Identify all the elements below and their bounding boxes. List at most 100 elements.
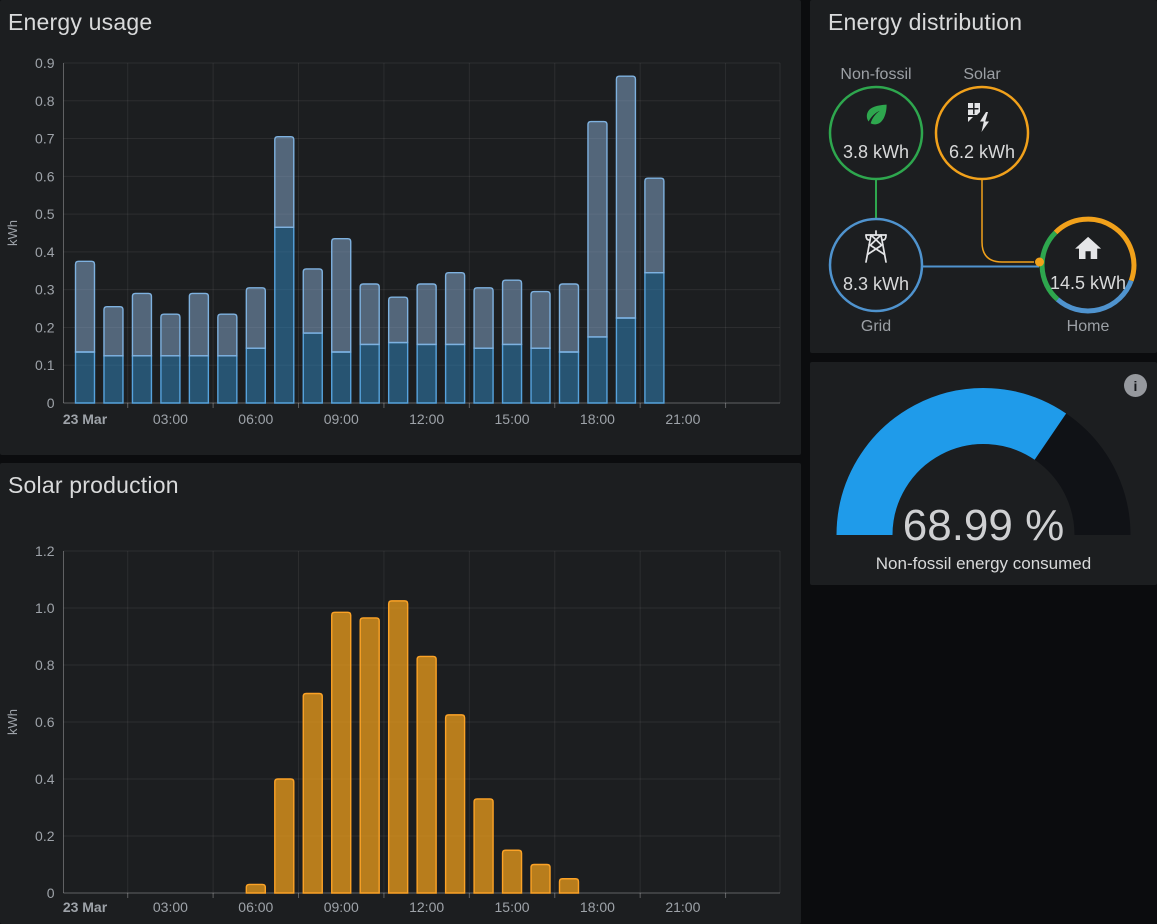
stack-upper-bar[interactable] xyxy=(302,268,323,334)
stack-upper-bar[interactable] xyxy=(245,287,267,349)
solar-junction-dot xyxy=(1035,257,1044,267)
panel-solar-production: Solar production 0 0.2 0.4 0.6 0.8 1.0 1.2 23 M… xyxy=(0,463,801,924)
energy-usage-chart[interactable]: 0 0.1 0.2 0.3 0.4 0.5 0.6 0.7 0.8 0.9 23 Mar 03:00 0… xyxy=(0,0,801,455)
stack-lower-bar[interactable] xyxy=(274,226,295,404)
y-axis-unit-label: kWh xyxy=(5,220,20,246)
stack-lower-bar[interactable] xyxy=(103,355,124,404)
energy-distribution-diagram: Non-fossil Solar 3.8 kWh 6.2 kWh 8.3 kWh… xyxy=(828,66,1137,335)
non-fossil-label: Non-fossil xyxy=(840,66,911,83)
stack-lower-bar[interactable] xyxy=(416,343,437,404)
stack-upper-bar[interactable] xyxy=(188,292,210,357)
solar-bar[interactable] xyxy=(274,778,295,894)
stack-upper-bar[interactable] xyxy=(587,120,608,338)
solar-bar[interactable] xyxy=(302,692,323,894)
y-tick-label: 0.6 xyxy=(35,714,55,730)
solar-production-chart[interactable]: 0 0.2 0.4 0.6 0.8 1.0 1.2 23 Mar 03:00 06:00 09:00… xyxy=(0,463,801,924)
y-tick-label: 0.1 xyxy=(35,357,55,373)
stack-lower-bar[interactable] xyxy=(644,271,665,404)
grid-label: Grid xyxy=(861,318,891,335)
y-tick-label: 0.6 xyxy=(35,168,55,184)
stack-upper-bar[interactable] xyxy=(274,135,295,229)
x-tick-label: 09:00 xyxy=(324,411,359,427)
panel-title-solar-production[interactable]: Solar production xyxy=(8,472,179,498)
x-tick-label: 21:00 xyxy=(665,899,700,915)
x-tick-label: 12:00 xyxy=(409,899,444,915)
leaf-icon xyxy=(866,104,887,125)
panel-energy-usage: Energy usage 0 0.1 0.2 0.3 0.4 0.5 0.6 0.7 0.8 0.… xyxy=(0,0,801,455)
stack-upper-bar[interactable] xyxy=(558,283,580,353)
stack-lower-bar[interactable] xyxy=(331,351,352,404)
panel-energy-distribution: Energy distribution xyxy=(810,0,1157,353)
solar-panel-icon xyxy=(968,103,989,132)
home-ring-grid-arc xyxy=(1055,279,1134,314)
y-axis-unit-label: kWh xyxy=(5,709,20,735)
stack-lower-bar[interactable] xyxy=(444,343,466,404)
stack-lower-bar[interactable] xyxy=(359,343,380,404)
solar-bar[interactable] xyxy=(558,878,580,894)
panel-non-fossil-gauge: i 68.99 % Non-fossil energy consumed xyxy=(810,362,1157,585)
solar-bar[interactable] xyxy=(473,798,494,894)
stack-upper-bar[interactable] xyxy=(473,287,494,349)
x-tick-label: 06:00 xyxy=(238,899,273,915)
solar-node-circle xyxy=(934,85,1030,181)
stack-lower-bar[interactable] xyxy=(587,336,608,404)
stack-lower-bar[interactable] xyxy=(501,343,523,404)
stack-lower-bar[interactable] xyxy=(217,355,238,404)
y-tick-label: 0 xyxy=(47,395,55,411)
stack-upper-bar[interactable] xyxy=(387,296,409,344)
stack-upper-bar[interactable] xyxy=(103,305,124,357)
x-tick-label: 12:00 xyxy=(409,411,444,427)
stack-lower-bar[interactable] xyxy=(473,347,494,404)
y-tick-label: 0.7 xyxy=(35,131,55,147)
solar-bar[interactable] xyxy=(501,849,523,894)
stack-upper-bar[interactable] xyxy=(131,292,153,357)
y-tick-label: 0 xyxy=(47,885,55,901)
stack-upper-bar[interactable] xyxy=(359,283,380,346)
y-tick-label: 0.2 xyxy=(35,319,55,335)
y-tick-label: 0.2 xyxy=(35,828,55,844)
stack-upper-bar[interactable] xyxy=(615,75,637,319)
stack-upper-bar[interactable] xyxy=(416,283,437,346)
stack-lower-bar[interactable] xyxy=(530,347,551,404)
solar-bar[interactable] xyxy=(530,863,551,894)
home-ring-solar-arc xyxy=(1053,216,1137,282)
gauge-value-text: 68.99 % xyxy=(903,501,1064,550)
non-fossil-gauge: 68.99 % Non-fossil energy consumed xyxy=(836,388,1131,573)
y-tick-label: 0.3 xyxy=(35,282,55,298)
x-tick-label: 03:00 xyxy=(153,411,188,427)
stack-upper-bar[interactable] xyxy=(444,271,466,346)
solar-bar[interactable] xyxy=(359,617,380,894)
stack-upper-bar[interactable] xyxy=(160,313,181,357)
x-tick-label: 15:00 xyxy=(495,899,530,915)
stack-upper-bar[interactable] xyxy=(217,313,238,357)
stack-lower-bar[interactable] xyxy=(74,351,96,404)
gauge-label-text: Non-fossil energy consumed xyxy=(876,554,1091,573)
stack-lower-bar[interactable] xyxy=(302,332,323,404)
solar-bar[interactable] xyxy=(331,611,352,894)
stack-upper-bar[interactable] xyxy=(644,177,665,274)
stack-lower-bar[interactable] xyxy=(387,341,409,404)
solar-label: Solar xyxy=(963,66,1001,83)
panel-title-energy-usage[interactable]: Energy usage xyxy=(8,9,153,35)
x-tick-label: 21:00 xyxy=(665,411,700,427)
grid-node-circle xyxy=(828,217,924,313)
x-tick-label: 18:00 xyxy=(580,411,615,427)
stack-lower-bar[interactable] xyxy=(160,355,181,404)
stack-upper-bar[interactable] xyxy=(74,260,96,353)
x-tick-label: 23 Mar xyxy=(63,411,108,427)
stack-lower-bar[interactable] xyxy=(188,355,210,404)
stack-lower-bar[interactable] xyxy=(131,355,153,404)
stack-lower-bar[interactable] xyxy=(245,347,267,404)
info-icon[interactable]: i xyxy=(1124,374,1147,397)
stack-lower-bar[interactable] xyxy=(558,351,580,404)
solar-bar[interactable] xyxy=(416,655,437,894)
solar-bar[interactable] xyxy=(387,600,409,894)
solar-bar[interactable] xyxy=(444,714,466,894)
x-tick-label: 15:00 xyxy=(495,411,530,427)
stack-lower-bar[interactable] xyxy=(615,317,637,404)
stack-upper-bar[interactable] xyxy=(331,237,352,353)
stack-upper-bar[interactable] xyxy=(530,290,551,349)
solar-bar[interactable] xyxy=(245,883,267,894)
stack-upper-bar[interactable] xyxy=(501,279,523,346)
panel-title-energy-distribution[interactable]: Energy distribution xyxy=(828,9,1023,35)
